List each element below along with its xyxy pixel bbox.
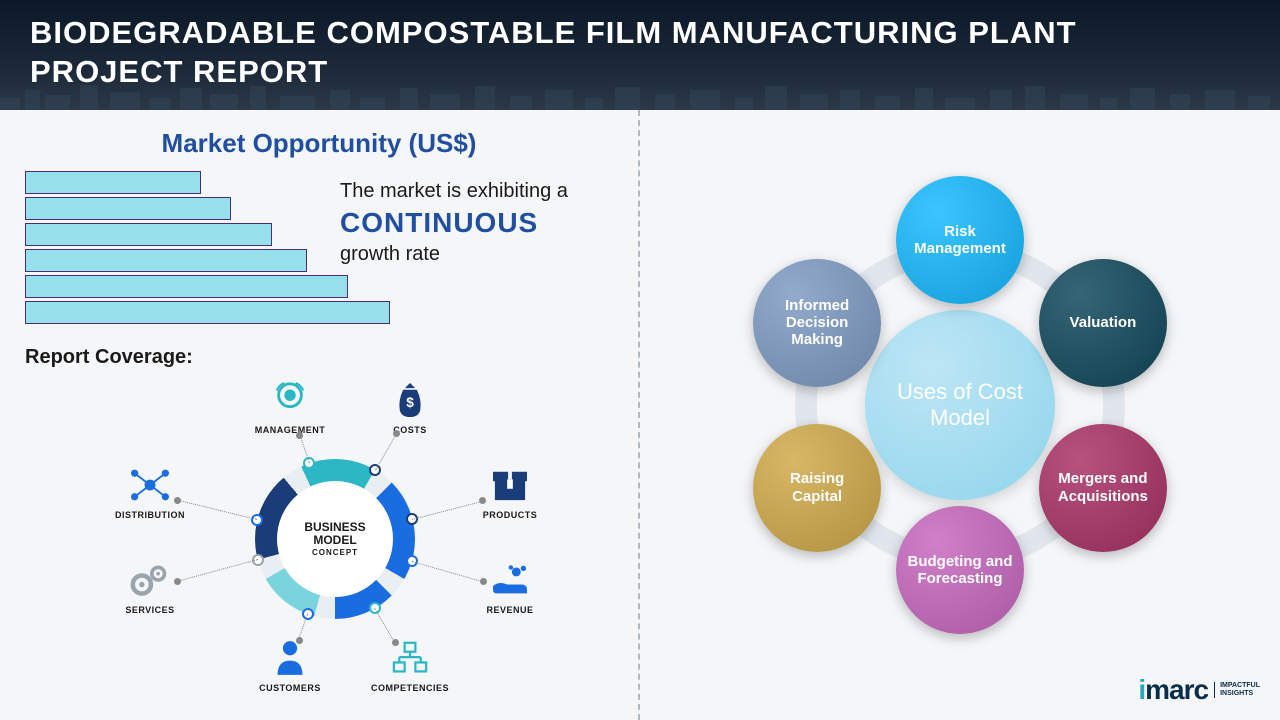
connector-dot xyxy=(393,430,400,437)
report-header: BIODEGRADABLE COMPOSTABLE FILM MANUFACTU… xyxy=(0,0,1280,110)
business-model-ring: BUSINESS MODEL CONCEPT xyxy=(255,459,415,619)
cost-model-center: Uses of Cost Model xyxy=(865,310,1055,500)
logo-text: iimarcmarc xyxy=(1138,674,1208,706)
biz-item-costs: $COSTS xyxy=(355,379,465,435)
distribution-label: DISTRIBUTION xyxy=(115,510,185,520)
bar xyxy=(25,249,307,272)
revenue-label: REVENUE xyxy=(486,605,533,615)
bar xyxy=(25,171,201,194)
content-area: Market Opportunity (US$) The market is e… xyxy=(0,110,1280,720)
biz-item-distribution: DISTRIBUTION xyxy=(95,464,205,520)
revenue-icon xyxy=(489,559,531,601)
market-opportunity-title: Market Opportunity (US$) xyxy=(25,128,613,159)
cost-model-diagram: Uses of Cost Model Risk ManagementValuat… xyxy=(710,155,1210,655)
customers-icon xyxy=(269,637,311,679)
growth-highlight: CONTINUOUS xyxy=(340,207,620,239)
bar-row xyxy=(25,301,613,324)
products-icon xyxy=(489,464,531,506)
left-panel: Market Opportunity (US$) The market is e… xyxy=(0,110,640,720)
competencies-label: COMPETENCIES xyxy=(371,683,449,693)
services-label: SERVICES xyxy=(125,605,174,615)
cost-node-mergers-and-acquisitions: Mergers and Acquisitions xyxy=(1039,424,1167,552)
growth-line1: The market is exhibiting a xyxy=(340,180,620,203)
cost-node-raising-capital: Raising Capital xyxy=(753,424,881,552)
svg-text:$: $ xyxy=(406,395,414,410)
management-icon xyxy=(269,379,311,421)
bar-row xyxy=(25,275,613,298)
brand-logo: iimarcmarc IMPACTFUL INSIGHTS xyxy=(1138,674,1260,706)
ring-label-1: BUSINESS xyxy=(304,521,365,535)
growth-text-block: The market is exhibiting a CONTINUOUS gr… xyxy=(340,180,620,266)
connector-dot xyxy=(174,578,181,585)
center-label: Uses of Cost Model xyxy=(865,379,1055,432)
connector-dot xyxy=(296,637,303,644)
bar xyxy=(25,301,390,324)
connector-dot xyxy=(174,497,181,504)
right-panel: Uses of Cost Model Risk ManagementValuat… xyxy=(640,110,1280,720)
cost-node-valuation: Valuation xyxy=(1039,259,1167,387)
biz-item-services: SERVICES xyxy=(95,559,205,615)
biz-item-competencies: COMPETENCIES xyxy=(355,637,465,693)
logo-dot-icon: i xyxy=(1138,674,1145,705)
bar xyxy=(25,197,231,220)
connector-dot xyxy=(480,578,487,585)
bar xyxy=(25,275,348,298)
cost-node-informed-decision-making: Informed Decision Making xyxy=(753,259,881,387)
products-label: PRODUCTS xyxy=(483,510,538,520)
cost-node-risk-management: Risk Management xyxy=(896,176,1024,304)
costs-icon: $ xyxy=(389,379,431,421)
biz-item-management: MANAGEMENT xyxy=(235,379,345,435)
skyline-decoration xyxy=(0,80,1280,110)
biz-item-revenue: REVENUE xyxy=(455,559,565,615)
title-line1: BIODEGRADABLE COMPOSTABLE FILM MANUFACTU… xyxy=(30,15,1077,50)
services-icon xyxy=(129,559,171,601)
cost-node-budgeting-and-forecasting: Budgeting and Forecasting xyxy=(896,506,1024,634)
growth-line3: growth rate xyxy=(340,243,620,266)
biz-item-products: PRODUCTS xyxy=(455,464,565,520)
customers-label: CUSTOMERS xyxy=(259,683,321,693)
connector-dot xyxy=(296,432,303,439)
ring-label-3: CONCEPT xyxy=(312,548,358,557)
bar xyxy=(25,223,272,246)
business-model-diagram: BUSINESS MODEL CONCEPT MANAGEMENT $COSTS D… xyxy=(25,359,613,689)
management-label: MANAGEMENT xyxy=(255,425,326,435)
logo-tagline: IMPACTFUL INSIGHTS xyxy=(1214,682,1260,697)
distribution-icon xyxy=(129,464,171,506)
ring-center: BUSINESS MODEL CONCEPT xyxy=(277,481,393,597)
biz-item-customers: CUSTOMERS xyxy=(235,637,345,693)
ring-label-2: MODEL xyxy=(313,534,356,548)
